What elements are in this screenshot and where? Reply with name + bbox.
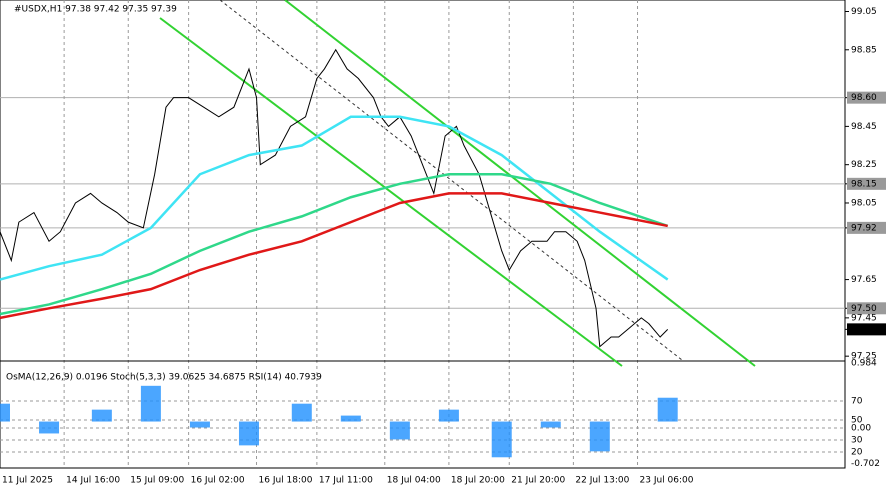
osma-bar	[540, 421, 561, 428]
indicator-min: -0.702	[851, 459, 880, 469]
series-line	[0, 48, 669, 348]
osc-level-label: 50	[851, 416, 863, 426]
y-tick-label: 97.50	[851, 304, 877, 314]
price-label-box	[847, 323, 886, 336]
y-tick-label: 98.45	[851, 122, 877, 132]
series-line	[0, 192, 668, 320]
osma-bar	[39, 421, 60, 434]
x-tick-label: 17 Jul 11:00	[319, 476, 373, 486]
y-tick-label: 98.15	[851, 179, 877, 189]
x-tick-label: 18 Jul 20:00	[451, 476, 505, 486]
osc-level-label: 70	[851, 397, 863, 407]
indicator-max: 0.984	[851, 358, 877, 368]
x-tick-label: 15 Jul 09:00	[130, 476, 184, 486]
osma-bar	[91, 409, 112, 422]
chart-title: #USDX,H1 97.38 97.42 97.35 97.39	[14, 5, 177, 15]
osma-bar	[589, 421, 610, 452]
x-tick-label: 18 Jul 04:00	[387, 476, 441, 486]
y-tick-label: 98.85	[851, 45, 877, 55]
osc-level-label: 0.00	[851, 424, 871, 434]
channel-lower	[159, 17, 623, 367]
osma-bar	[189, 421, 210, 428]
price-label-box	[847, 177, 886, 190]
y-tick-label: 98.60	[851, 93, 877, 103]
x-tick-label: 16 Jul 18:00	[259, 476, 313, 486]
channel-upper	[284, 0, 756, 367]
y-tick-label: 97.25	[851, 352, 877, 362]
osma-bar	[340, 415, 361, 422]
y-tick-label: 99.05	[851, 7, 877, 17]
osma-bar	[657, 397, 678, 422]
osma-bar	[291, 403, 312, 422]
osma-bar	[238, 421, 259, 446]
y-tick-label: 97.45	[851, 313, 877, 323]
price-label-box	[847, 221, 886, 234]
osma-bar	[140, 385, 161, 422]
x-tick-label: 23 Jul 06:00	[640, 476, 694, 486]
y-tick-label: 98.25	[851, 160, 877, 170]
x-tick-label: 16 Jul 02:00	[191, 476, 245, 486]
y-tick-label: 98.05	[851, 198, 877, 208]
x-tick-label: 11 Jul 2025	[2, 476, 53, 486]
osc-level-label: 20	[851, 448, 863, 458]
price-label-box	[847, 302, 886, 315]
series-line	[0, 115, 669, 281]
osma-bar	[491, 421, 512, 458]
indicator-label: OsMA(12,26,9) 0.0196 Stoch(5,3,3) 39.062…	[6, 373, 322, 383]
osma-bar	[389, 421, 410, 440]
y-tick-label: 97.92	[851, 223, 877, 233]
series-line	[0, 173, 669, 316]
x-tick-label: 22 Jul 13:00	[575, 476, 629, 486]
x-tick-label: 21 Jul 20:00	[511, 476, 565, 486]
y-tick-label: 97.65	[851, 275, 877, 285]
plot-frame	[0, 0, 846, 469]
price-label-box	[847, 91, 886, 104]
osc-level-label: 30	[851, 436, 863, 446]
x-tick-label: 14 Jul 16:00	[66, 476, 120, 486]
osma-bar	[0, 403, 10, 422]
osma-bar	[438, 409, 459, 422]
y-tick-label: 97.39	[851, 325, 877, 335]
channel-middle	[219, 0, 683, 361]
